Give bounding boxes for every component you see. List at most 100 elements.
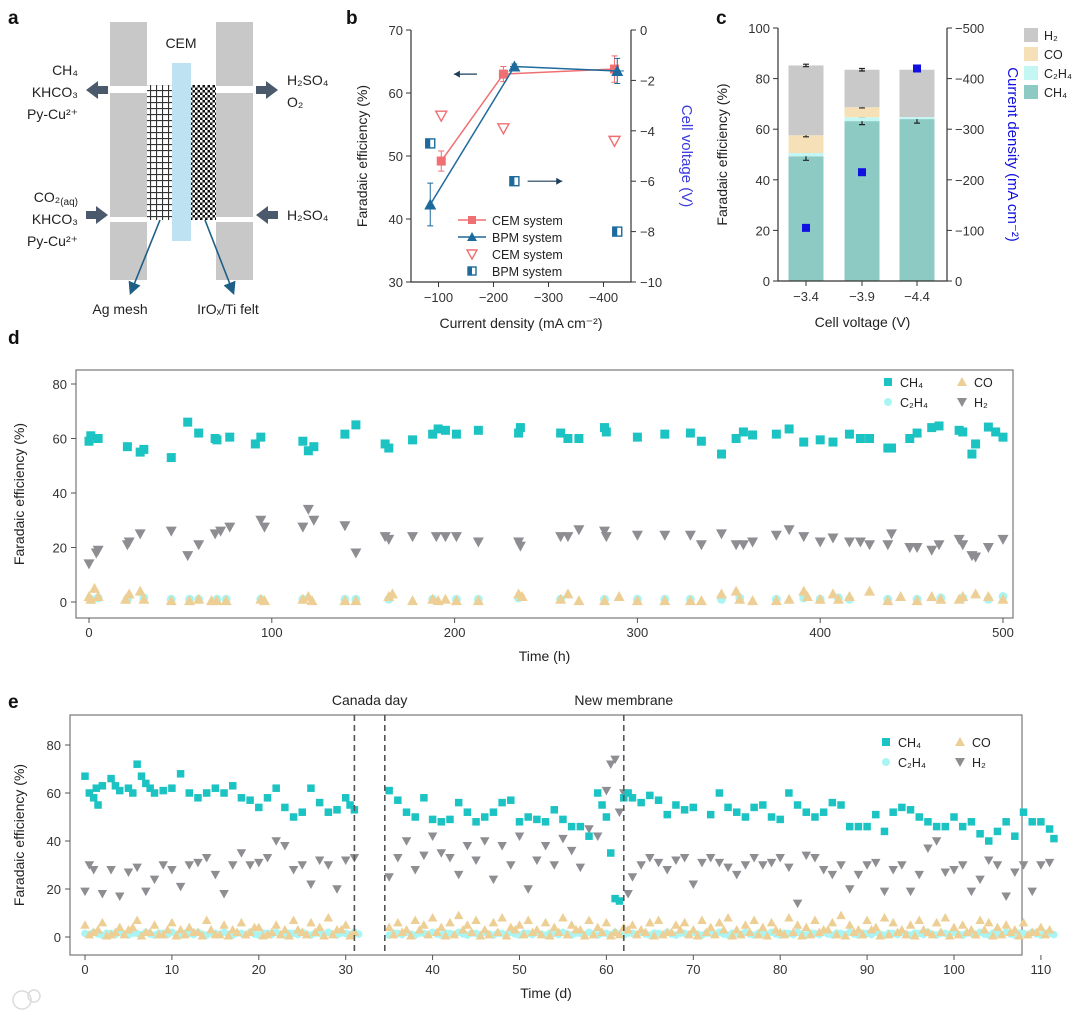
outlet-left-arrow — [86, 81, 108, 99]
data-point — [592, 922, 603, 932]
data-point — [149, 875, 160, 885]
data-point — [249, 922, 260, 932]
x-tick-label: −3.9 — [849, 289, 875, 304]
data-point — [263, 794, 272, 802]
data-point — [272, 784, 280, 792]
data-point — [159, 786, 167, 795]
data-point — [984, 856, 994, 865]
data-point — [81, 772, 89, 780]
data-point — [811, 813, 819, 821]
data-point — [209, 529, 221, 540]
right-flow-plate — [216, 22, 253, 280]
data-point — [427, 913, 438, 922]
data-point — [627, 920, 638, 929]
y2-tick-label: −8 — [640, 225, 655, 240]
data-point — [784, 424, 794, 434]
data-point — [80, 920, 90, 929]
data-point — [715, 789, 724, 797]
bar-segment — [899, 119, 935, 281]
data-point — [575, 863, 586, 873]
y-tick-label: 80 — [756, 72, 770, 87]
data-point — [167, 866, 177, 875]
data-point — [940, 913, 951, 922]
data-point — [158, 861, 168, 870]
x-tick-label: 0 — [81, 962, 88, 977]
data-point — [659, 530, 671, 541]
x-tick-label: 400 — [809, 625, 831, 640]
data-point — [793, 801, 802, 809]
data-point — [475, 931, 486, 940]
bar-segment — [788, 65, 824, 136]
legend-marker — [884, 378, 892, 386]
data-point — [853, 870, 864, 880]
data-point — [507, 796, 515, 804]
data-point — [508, 60, 521, 72]
data-point — [607, 135, 622, 148]
data-point — [241, 929, 251, 939]
data-point — [967, 449, 977, 459]
inlet-left-khco3: KHCO₃ — [32, 211, 78, 227]
data-point — [886, 443, 896, 453]
data-point — [566, 846, 577, 856]
data-point — [904, 543, 916, 553]
data-point — [1005, 927, 1016, 936]
data-point — [885, 529, 897, 540]
data-point — [866, 925, 877, 934]
y-tick-label: 80 — [47, 738, 61, 753]
data-point — [97, 917, 108, 927]
y2-axis-label: Current density (mA cm⁻²) — [1004, 67, 1021, 242]
data-point — [818, 866, 829, 875]
panel-e-chart: e 0 20 40 60 80 0 10 20 30 40 50 60 70 80 90 100 110 Time… — [8, 692, 1058, 1001]
y-tick-label: 40 — [47, 834, 61, 849]
data-point — [303, 446, 313, 456]
data-point — [953, 929, 964, 939]
data-point — [284, 931, 294, 940]
data-point — [662, 866, 672, 875]
data-point — [559, 815, 567, 824]
data-point — [297, 861, 307, 870]
data-point — [775, 854, 785, 863]
legend-marker — [955, 737, 965, 746]
data-point — [93, 925, 103, 934]
data-point — [145, 927, 155, 936]
data-point — [914, 870, 924, 880]
data-point — [138, 593, 150, 604]
data-point — [1011, 832, 1019, 840]
data-point — [637, 798, 645, 807]
data-point — [631, 530, 643, 541]
data-point — [776, 815, 784, 824]
data-point — [315, 798, 324, 807]
data-point — [193, 540, 205, 551]
data-point — [116, 786, 124, 795]
data-point — [288, 915, 299, 924]
data-point — [611, 894, 619, 903]
data-point — [716, 449, 726, 459]
y2-tick-label: −200 — [955, 173, 984, 188]
data-point — [970, 552, 982, 563]
half-square-fill — [425, 138, 431, 148]
data-point — [758, 922, 768, 932]
data-point — [836, 861, 846, 870]
data-point — [983, 422, 993, 432]
data-point — [425, 138, 436, 149]
y2-tick-label: −6 — [640, 174, 655, 189]
data-point — [301, 929, 312, 939]
data-point — [453, 870, 464, 880]
data-point — [275, 929, 286, 939]
x-tick-label: −100 — [424, 290, 453, 305]
axes-frame — [69, 714, 1023, 956]
y-tick-label: 60 — [389, 86, 403, 101]
data-point — [805, 929, 816, 939]
legend-swatch — [1024, 47, 1038, 61]
y-axis-label: Faradaic efficiency (%) — [714, 83, 730, 225]
data-point — [223, 931, 234, 940]
legend-label: CH₄ — [900, 376, 923, 390]
legend-label: C₂H₄ — [1044, 67, 1072, 81]
data-point — [84, 861, 95, 870]
outlet-right-arrow — [256, 81, 278, 99]
data-point — [514, 541, 526, 552]
data-point — [323, 861, 334, 870]
data-point — [86, 431, 96, 441]
data-point — [306, 880, 316, 889]
